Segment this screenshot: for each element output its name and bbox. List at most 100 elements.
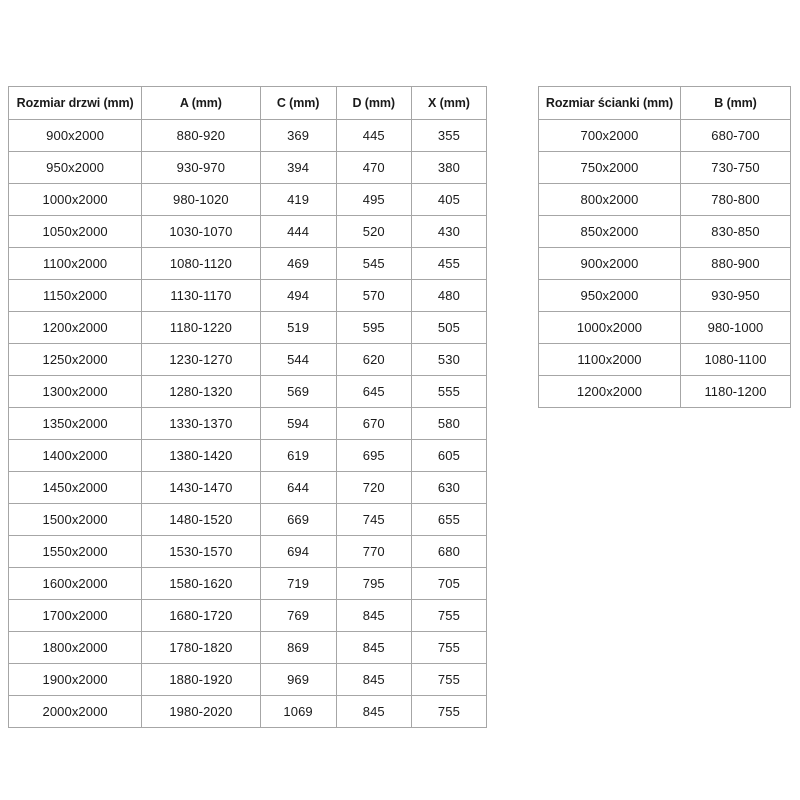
table-row: 800x2000 780-800 <box>538 183 791 216</box>
doors-cell-r15-c1: 1680-1720 <box>141 599 261 632</box>
walls-table-header: Rozmiar ścianki (mm) B (mm) <box>538 86 791 120</box>
table-row: 1000x2000 980-1000 <box>538 311 791 344</box>
table-row: 950x2000 930-970 394 470 380 <box>7 151 488 184</box>
doors-cell-r10-c2: 619 <box>259 439 337 472</box>
table-row: 1300x2000 1280-1320 569 645 555 <box>7 375 488 408</box>
walls-cell-r7-c0: 1100x2000 <box>538 343 681 376</box>
doors-cell-r12-c0: 1500x2000 <box>7 503 143 536</box>
doors-cell-r15-c2: 769 <box>259 599 337 632</box>
table-row: 1150x2000 1130-1170 494 570 480 <box>7 279 488 312</box>
table-row: 1550x2000 1530-1570 694 770 680 <box>7 535 488 568</box>
doors-cell-r16-c1: 1780-1820 <box>141 631 261 664</box>
doors-cell-r4-c1: 1080-1120 <box>141 247 261 280</box>
doors-cell-r17-c3: 845 <box>335 663 412 696</box>
walls-cell-r5-c1: 930-950 <box>680 279 791 312</box>
doors-cell-r18-c2: 1069 <box>259 695 337 728</box>
walls-cell-r0-c1: 680-700 <box>680 119 791 152</box>
doors-cell-r2-c2: 419 <box>259 183 337 216</box>
doors-cell-r2-c3: 495 <box>335 183 412 216</box>
doors-cell-r14-c0: 1600x2000 <box>7 567 143 600</box>
doors-cell-r5-c4: 480 <box>410 279 488 312</box>
walls-header-row: Rozmiar ścianki (mm) B (mm) <box>538 86 791 120</box>
doors-cell-r1-c2: 394 <box>259 151 337 184</box>
doors-cell-r17-c0: 1900x2000 <box>7 663 143 696</box>
walls-cell-r7-c1: 1080-1100 <box>680 343 791 376</box>
doors-cell-r6-c0: 1200x2000 <box>7 311 143 344</box>
doors-cell-r13-c3: 770 <box>335 535 412 568</box>
doors-cell-r0-c3: 445 <box>335 119 412 152</box>
doors-cell-r3-c3: 520 <box>335 215 412 248</box>
doors-cell-r2-c1: 980-1020 <box>141 183 261 216</box>
doors-cell-r18-c3: 845 <box>335 695 412 728</box>
walls-cell-r6-c1: 980-1000 <box>680 311 791 344</box>
doors-table-body: 900x2000 880-920 369 445 355 950x2000 930-970 3… <box>7 119 488 728</box>
walls-size-table-container: Rozmiar ścianki (mm) B (mm) 700x2000 680-7… <box>538 86 791 408</box>
doors-cell-r7-c4: 530 <box>410 343 488 376</box>
doors-cell-r14-c4: 705 <box>410 567 488 600</box>
doors-cell-r11-c1: 1430-1470 <box>141 471 261 504</box>
doors-cell-r6-c1: 1180-1220 <box>141 311 261 344</box>
doors-cell-r16-c3: 845 <box>335 631 412 664</box>
doors-cell-r9-c0: 1350x2000 <box>7 407 143 440</box>
walls-cell-r5-c0: 950x2000 <box>538 279 681 312</box>
doors-cell-r8-c3: 645 <box>335 375 412 408</box>
table-row: 950x2000 930-950 <box>538 279 791 312</box>
table-row: 900x2000 880-900 <box>538 247 791 280</box>
doors-cell-r1-c4: 380 <box>410 151 488 184</box>
table-row: 1000x2000 980-1020 419 495 405 <box>7 183 488 216</box>
doors-cell-r1-c1: 930-970 <box>141 151 261 184</box>
walls-cell-r1-c0: 750x2000 <box>538 151 681 184</box>
table-row: 1200x2000 1180-1200 <box>538 375 791 408</box>
doors-cell-r2-c0: 1000x2000 <box>7 183 143 216</box>
doors-cell-r10-c3: 695 <box>335 439 412 472</box>
doors-cell-r15-c3: 845 <box>335 599 412 632</box>
doors-cell-r1-c0: 950x2000 <box>7 151 143 184</box>
doors-cell-r4-c4: 455 <box>410 247 488 280</box>
doors-cell-r13-c4: 680 <box>410 535 488 568</box>
doors-cell-r14-c2: 719 <box>259 567 337 600</box>
doors-cell-r4-c2: 469 <box>259 247 337 280</box>
doors-cell-r7-c1: 1230-1270 <box>141 343 261 376</box>
doors-cell-r12-c2: 669 <box>259 503 337 536</box>
table-row: 1700x2000 1680-1720 769 845 755 <box>7 599 488 632</box>
doors-cell-r5-c3: 570 <box>335 279 412 312</box>
doors-cell-r16-c2: 869 <box>259 631 337 664</box>
doors-cell-r10-c4: 605 <box>410 439 488 472</box>
doors-cell-r15-c0: 1700x2000 <box>7 599 143 632</box>
walls-cell-r3-c0: 850x2000 <box>538 215 681 248</box>
doors-cell-r6-c3: 595 <box>335 311 412 344</box>
doors-cell-r3-c0: 1050x2000 <box>7 215 143 248</box>
doors-cell-r14-c3: 795 <box>335 567 412 600</box>
doors-column-header-1: A (mm) <box>141 86 261 120</box>
doors-cell-r17-c4: 755 <box>410 663 488 696</box>
table-row: 1200x2000 1180-1220 519 595 505 <box>7 311 488 344</box>
table-row: 1450x2000 1430-1470 644 720 630 <box>7 471 488 504</box>
table-row: 1400x2000 1380-1420 619 695 605 <box>7 439 488 472</box>
table-row: 700x2000 680-700 <box>538 119 791 152</box>
doors-cell-r6-c4: 505 <box>410 311 488 344</box>
doors-cell-r9-c1: 1330-1370 <box>141 407 261 440</box>
walls-cell-r8-c1: 1180-1200 <box>680 375 791 408</box>
doors-cell-r0-c1: 880-920 <box>141 119 261 152</box>
doors-cell-r0-c2: 369 <box>259 119 337 152</box>
doors-cell-r5-c0: 1150x2000 <box>7 279 143 312</box>
table-row: 1800x2000 1780-1820 869 845 755 <box>7 631 488 664</box>
table-row: 850x2000 830-850 <box>538 215 791 248</box>
walls-cell-r8-c0: 1200x2000 <box>538 375 681 408</box>
doors-cell-r9-c4: 580 <box>410 407 488 440</box>
walls-cell-r0-c0: 700x2000 <box>538 119 681 152</box>
doors-cell-r11-c3: 720 <box>335 471 412 504</box>
doors-cell-r1-c3: 470 <box>335 151 412 184</box>
doors-cell-r4-c3: 545 <box>335 247 412 280</box>
walls-cell-r2-c1: 780-800 <box>680 183 791 216</box>
table-row: 1350x2000 1330-1370 594 670 580 <box>7 407 488 440</box>
doors-cell-r12-c3: 745 <box>335 503 412 536</box>
doors-column-header-2: C (mm) <box>259 86 337 120</box>
table-row: 1100x2000 1080-1100 <box>538 343 791 376</box>
walls-table-body: 700x2000 680-700 750x2000 730-750 800x2000 78… <box>538 119 791 408</box>
walls-cell-r4-c1: 880-900 <box>680 247 791 280</box>
doors-cell-r12-c4: 655 <box>410 503 488 536</box>
doors-cell-r16-c0: 1800x2000 <box>7 631 143 664</box>
doors-cell-r11-c0: 1450x2000 <box>7 471 143 504</box>
